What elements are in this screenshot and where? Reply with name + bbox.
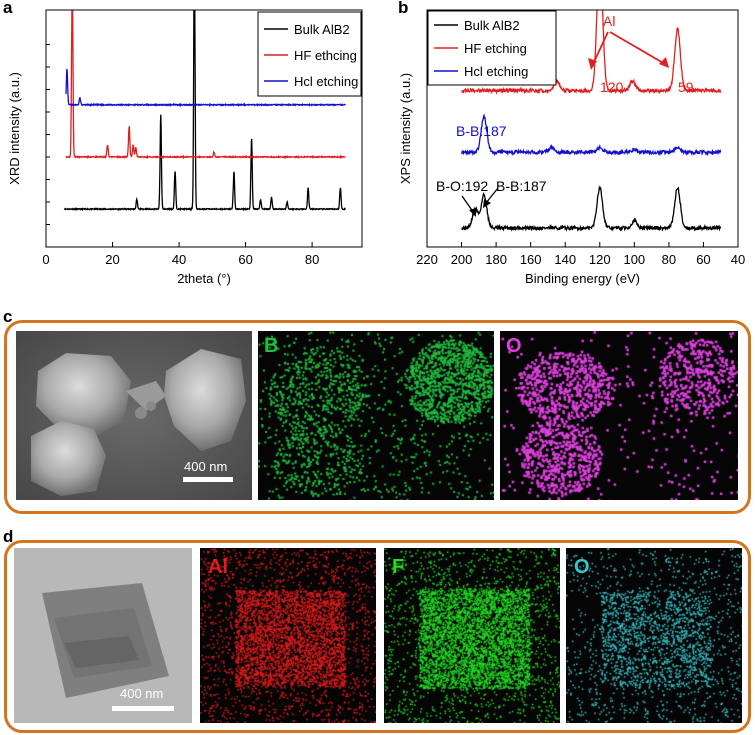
sem-particle	[135, 407, 147, 419]
axes-frame	[426, 9, 739, 248]
eds-map-f: F	[384, 548, 560, 723]
legend-label: Hcl etching	[464, 64, 528, 79]
legend-label: Bulk AlB2	[464, 18, 520, 33]
x-tick-label: 220	[416, 252, 438, 267]
y-axis-label: XPS intensity (a.u.)	[398, 73, 413, 184]
sem-image: 400 nm	[16, 331, 252, 500]
annotation-arrowhead	[588, 58, 597, 70]
series-line	[461, 10, 722, 95]
sem-particle	[126, 381, 166, 411]
annotation-arrowhead	[659, 57, 669, 68]
element-label-o: O	[506, 335, 522, 357]
sem-particles	[16, 331, 252, 500]
series-line	[65, 10, 346, 160]
annotation-al: Al	[603, 13, 615, 29]
x-tick-label: 60	[238, 252, 252, 267]
tem-flake	[14, 548, 192, 723]
x-tick-label: 80	[662, 252, 676, 267]
annotation-arrowhead	[483, 199, 491, 208]
panel-letter-d: d	[3, 527, 14, 546]
annotation-arrowhead	[469, 208, 476, 217]
x-tick-label: 140	[554, 252, 576, 267]
x-tick-label: 160	[520, 252, 542, 267]
legend-label: Bulk AlB2	[294, 22, 350, 37]
legend-label: Hcl etching	[294, 74, 358, 89]
series-line	[461, 185, 722, 233]
series-line	[460, 113, 722, 157]
panel-letter-a: a	[3, 0, 13, 17]
x-tick-label: 200	[451, 252, 473, 267]
panel-letter-b: b	[398, 0, 409, 17]
series-line	[63, 10, 346, 212]
x-tick-label: 180	[485, 252, 507, 267]
eds-map-o-d: O	[566, 548, 742, 723]
x-axis-label: 2theta (°)	[177, 271, 231, 286]
element-label-o-d: O	[574, 556, 590, 578]
annotation-arrow	[485, 187, 499, 204]
element-label-al: Al	[208, 556, 228, 578]
annotation-arrow	[592, 31, 609, 65]
xrd-chart: 0 20 40 60 80 2theta (°) XRD intensity (a.u.) B…	[7, 9, 363, 286]
y-axis-label: XRD intensity (a.u.)	[7, 72, 22, 185]
xps-chart: 220 200 180 160 140 120 100 80 60 40 Binding energ…	[398, 9, 745, 286]
legend-label: HF ethcing	[294, 48, 357, 63]
annotation-bb187-blue: B-B:187	[456, 123, 507, 139]
eds-map-al: Al	[200, 548, 376, 723]
sem-particle	[31, 421, 106, 496]
legend-label: HF etching	[464, 41, 527, 56]
x-tick-label: 40	[731, 252, 745, 267]
sem-particle	[146, 401, 156, 411]
scale-text-d: 400 nm	[120, 686, 164, 701]
x-tick-label: 0	[42, 252, 49, 267]
x-tick-label: 100	[623, 252, 645, 267]
annotation-bb187-black: B-B:187	[496, 178, 547, 194]
axes-frame	[45, 9, 363, 248]
x-tick-label: 120	[589, 252, 611, 267]
x-tick-label: 40	[172, 252, 186, 267]
annotation-120: 120	[600, 79, 624, 95]
x-tick-label: 80	[305, 252, 319, 267]
eds-map-o-c: O	[500, 331, 738, 500]
panel-letter-c: c	[3, 307, 13, 326]
x-tick-label: 60	[696, 252, 710, 267]
scale-bar-d	[112, 706, 174, 711]
panel-d-frame	[4, 540, 751, 733]
series-line	[65, 68, 346, 108]
scale-bar-c	[183, 477, 233, 482]
panel-c-frame	[4, 320, 751, 514]
scale-text-c: 400 nm	[184, 459, 228, 474]
x-axis-label: Binding energy (eV)	[525, 271, 640, 286]
eds-map-b: B	[258, 331, 494, 500]
tem-image: 400 nm	[14, 548, 192, 723]
x-tick-label: 20	[105, 252, 119, 267]
series-group	[460, 10, 722, 233]
annotation-bo192: B-O:192	[436, 178, 488, 194]
series-group	[63, 10, 346, 212]
legend-box	[257, 11, 362, 97]
annotation-59: 59	[678, 79, 694, 95]
sem-particle	[36, 353, 131, 436]
element-label-b: B	[264, 335, 279, 357]
element-label-f: F	[392, 556, 405, 578]
sem-particle	[164, 349, 246, 451]
annotation-arrow	[609, 31, 666, 65]
